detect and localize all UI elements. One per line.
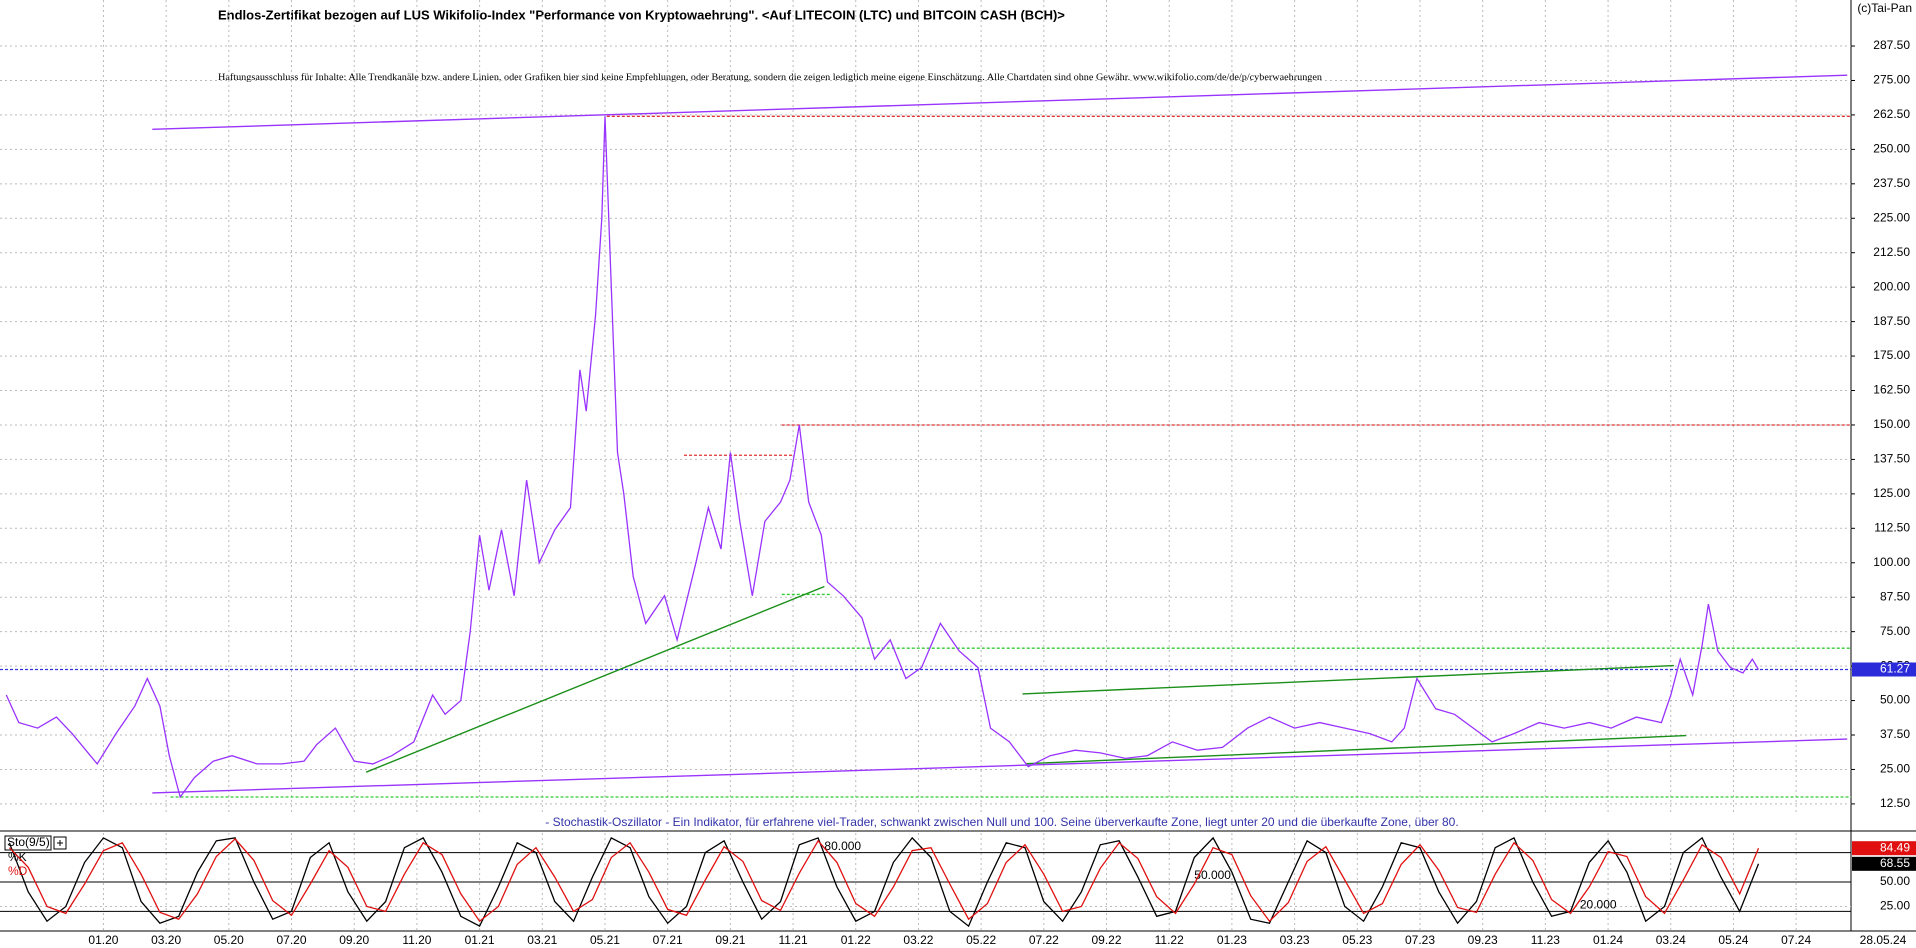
y-tick-label: 212.50 bbox=[1873, 245, 1910, 259]
y-tick-label: 37.50 bbox=[1880, 727, 1910, 741]
y-tick-label: 125.00 bbox=[1873, 486, 1910, 500]
y-tick-label: 225.00 bbox=[1873, 210, 1910, 224]
disclaimer: Haftungsausschluss für Inhalte: Alle Tre… bbox=[218, 72, 1322, 83]
y-tick-label: 175.00 bbox=[1873, 348, 1910, 362]
y-tick-label: 150.00 bbox=[1873, 417, 1910, 431]
y-tick-label: 250.00 bbox=[1873, 142, 1910, 156]
y-tick-label: 100.00 bbox=[1873, 555, 1910, 569]
expand-icon bbox=[57, 840, 63, 846]
trend-line bbox=[152, 738, 1848, 794]
x-tick-label: 11.20 bbox=[402, 933, 431, 947]
oscillator-line bbox=[8, 837, 1760, 923]
copyright: (c)Tai-Pan bbox=[1857, 1, 1912, 15]
x-tick-label: 07.23 bbox=[1405, 933, 1435, 947]
date-label: 28.05.24 bbox=[1860, 933, 1907, 947]
y-tick-label: 200.00 bbox=[1873, 279, 1910, 293]
level-label: 20.000 bbox=[1580, 898, 1617, 912]
y-tick-label: 262.50 bbox=[1873, 107, 1910, 121]
y-tick-label: 275.00 bbox=[1873, 73, 1910, 87]
x-tick-label: 03.21 bbox=[527, 933, 557, 947]
level-label: 50.000 bbox=[1194, 868, 1231, 882]
indicator-box bbox=[4, 835, 52, 851]
trend-line bbox=[152, 74, 1848, 130]
last-value-box bbox=[1852, 841, 1916, 856]
x-tick-label: 11.22 bbox=[1155, 933, 1184, 947]
trend-line bbox=[365, 585, 825, 773]
last-value-label: 84.49 bbox=[1880, 840, 1910, 854]
x-tick-label: 01.20 bbox=[88, 933, 118, 947]
x-tick-label: 03.22 bbox=[903, 933, 933, 947]
oscillator-line bbox=[8, 836, 1760, 928]
y-tick-label: 12.50 bbox=[1880, 796, 1910, 810]
y-tick-label: 87.50 bbox=[1880, 589, 1910, 603]
last-value-label: 68.55 bbox=[1880, 856, 1910, 870]
indicator-note: - Stochastik-Oszillator - Ein Indikator,… bbox=[545, 815, 1458, 829]
x-tick-label: 07.20 bbox=[277, 933, 307, 947]
x-tick-label: 03.23 bbox=[1280, 933, 1310, 947]
legend-entry: %D bbox=[8, 864, 28, 878]
x-tick-label: 07.21 bbox=[653, 933, 683, 947]
y-tick-label: 50.00 bbox=[1880, 874, 1910, 888]
trend-line bbox=[1022, 664, 1674, 695]
x-tick-label: 07.22 bbox=[1029, 933, 1059, 947]
trend-line bbox=[1025, 734, 1687, 765]
indicator-name: Sto(9/5) bbox=[7, 835, 50, 849]
y-tick-label: 50.00 bbox=[1880, 693, 1910, 707]
x-tick-label: 01.22 bbox=[841, 933, 871, 947]
x-tick-label: 07.24 bbox=[1781, 933, 1811, 947]
x-tick-label: 11.21 bbox=[778, 933, 807, 947]
x-tick-label: 09.22 bbox=[1092, 933, 1122, 947]
x-tick-label: 05.20 bbox=[214, 933, 244, 947]
y-tick-label: 25.00 bbox=[1880, 899, 1910, 913]
x-tick-label: 01.24 bbox=[1593, 933, 1623, 947]
x-tick-label: 09.20 bbox=[339, 933, 369, 947]
y-tick-label: 137.50 bbox=[1873, 452, 1910, 466]
y-tick-label: 187.50 bbox=[1873, 314, 1910, 328]
x-tick-label: 05.22 bbox=[966, 933, 996, 947]
x-tick-label: 11.23 bbox=[1531, 933, 1560, 947]
x-tick-label: 09.23 bbox=[1468, 933, 1498, 947]
y-tick-label: 112.50 bbox=[1874, 520, 1910, 534]
last-value-box bbox=[1852, 662, 1916, 677]
y-tick-label: 162.50 bbox=[1873, 383, 1910, 397]
x-tick-label: 01.21 bbox=[465, 933, 495, 947]
x-tick-label: 05.23 bbox=[1342, 933, 1372, 947]
y-tick-label: 75.00 bbox=[1880, 624, 1910, 638]
chart-title: Endlos-Zertifikat bezogen auf LUS Wikifo… bbox=[218, 7, 1065, 22]
last-value-box bbox=[1852, 856, 1916, 871]
x-tick-label: 03.20 bbox=[151, 933, 181, 947]
x-tick-label: 01.23 bbox=[1217, 933, 1247, 947]
y-tick-label: 287.50 bbox=[1873, 38, 1910, 52]
y-tick-label: 237.50 bbox=[1873, 176, 1910, 190]
level-label: 80.000 bbox=[824, 839, 861, 853]
last-value-label: 61.27 bbox=[1880, 662, 1910, 676]
x-tick-label: 03.24 bbox=[1656, 933, 1686, 947]
x-tick-label: 05.21 bbox=[590, 933, 620, 947]
x-tick-label: 05.24 bbox=[1718, 933, 1748, 947]
x-tick-label: 09.21 bbox=[715, 933, 745, 947]
y-tick-label: 25.00 bbox=[1880, 762, 1910, 776]
price-line bbox=[5, 116, 1760, 799]
